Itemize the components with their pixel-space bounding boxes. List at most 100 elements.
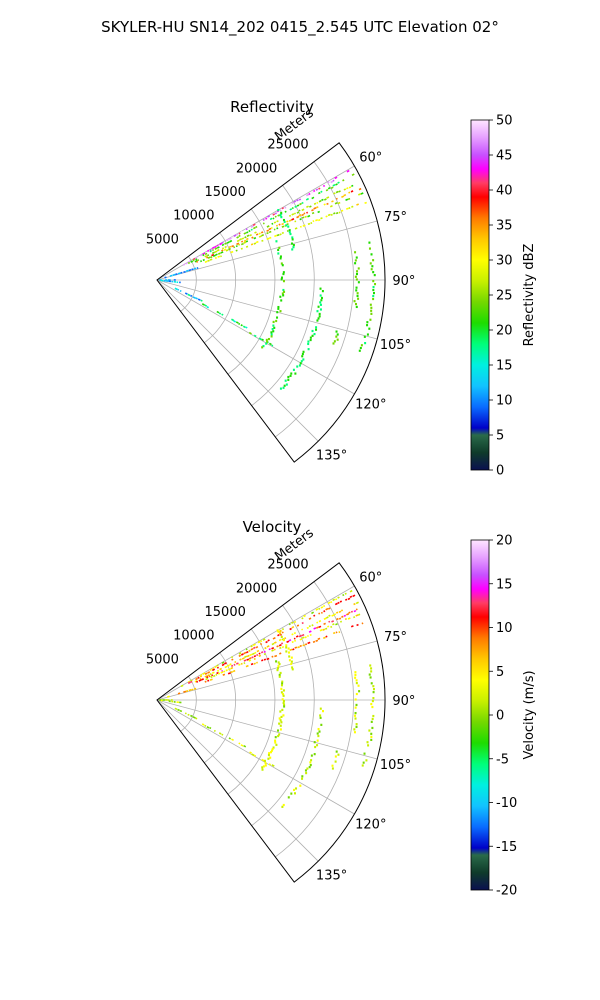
colorbar-tick-label: 5 [496, 429, 504, 444]
range-tick-label: 15000 [205, 605, 246, 620]
radar-echo-arc [261, 660, 286, 771]
radar-echo-arc [358, 241, 377, 352]
range-ring [275, 581, 354, 858]
azimuth-gridline [156, 279, 378, 340]
radar-echo-streak [249, 751, 275, 767]
colorbar-tick-label: -10 [496, 796, 517, 811]
theta-tick-label: 135° [316, 869, 347, 884]
radar-echo-arc [276, 629, 294, 671]
theta-tick-label: 90° [392, 694, 415, 709]
radar-echo-streak [194, 601, 359, 683]
radar-echo-streak [200, 192, 364, 263]
colorbar-tick-label: 15 [496, 577, 513, 592]
azimuth-gridline [156, 699, 319, 862]
theta-tick-label: 75° [384, 630, 407, 645]
colorbar-tick-label: 35 [496, 219, 513, 234]
colorbar-tick-label: 0 [496, 709, 504, 724]
range-ring [275, 161, 354, 438]
range-ring [227, 628, 276, 795]
radar-echo-streak [194, 184, 354, 263]
range-ring [204, 232, 237, 344]
radar-echo-streak [180, 589, 353, 688]
radar-echo-streak [196, 608, 358, 683]
colorbar-tick-label: 10 [496, 621, 513, 636]
radar-echo-streak [201, 723, 247, 748]
colorbar-tick-label: 40 [496, 184, 513, 199]
radar-echo-streak [196, 187, 362, 263]
colorbar-ramp [471, 120, 489, 470]
range-tick-label: 25000 [267, 138, 308, 153]
radar-echo-streak [174, 707, 198, 720]
colorbar-tick-label: 5 [496, 665, 504, 680]
figure-suptitle: SKYLER-HU SN14_202 0415_2.545 UTC Elevat… [101, 18, 499, 37]
radar-echo-streak [201, 303, 248, 329]
sector-frame [156, 562, 386, 883]
radar-echo-streak [164, 267, 199, 279]
radar-echo-streak [204, 622, 364, 683]
range-tick-label: 10000 [173, 209, 214, 224]
radar-echo-streak [182, 169, 350, 266]
panel-title: Velocity [243, 518, 302, 536]
colorbar-label: Velocity (m/s) [522, 670, 537, 759]
colorbar-tick-label: 10 [496, 394, 513, 409]
panel-title: Reflectivity [230, 98, 314, 116]
theta-tick-label: 75° [384, 210, 407, 225]
azimuth-gridline [156, 640, 378, 701]
reflectivity-panel: Reflectivity60°75°90°105°120°135°5000100… [146, 98, 537, 479]
radar-echo-streak [174, 287, 203, 302]
theta-tick-label: 60° [359, 151, 382, 166]
colorbar-tick-label: -15 [496, 840, 517, 855]
colorbar-tick-label: 30 [496, 254, 513, 269]
range-tick-label: 5000 [146, 652, 179, 667]
azimuth-gridline [156, 220, 378, 281]
range-tick-label: 20000 [236, 581, 277, 596]
theta-tick-label: 105° [380, 338, 411, 353]
azimuth-gridline [156, 585, 355, 701]
theta-tick-label: 90° [392, 274, 415, 289]
colorbar: 0 5 10 15 20 25 30 35 40 45 50 Reflectivity dBZ [470, 114, 537, 479]
radar-echo-arc [279, 287, 324, 390]
azimuth-gridline [156, 279, 319, 442]
velocity-panel: Velocity 60° 75° 90° 105° 120° 135° 5000 10000 15… [146, 518, 537, 899]
radar-echo-arc [281, 707, 324, 808]
range-tick-label: 20000 [236, 161, 277, 176]
radar-echo-streak [160, 699, 182, 704]
range-tick-label: 10000 [173, 629, 214, 644]
colorbar-tick-label: -5 [496, 752, 509, 767]
radar-echo-arc [331, 750, 340, 770]
colorbar-ramp [471, 540, 489, 890]
radar-echo-arc [277, 208, 295, 251]
radar-echo-arc [261, 240, 286, 349]
colorbar-tick-label: 15 [496, 359, 513, 374]
theta-tick-label: 60° [359, 571, 382, 586]
colorbar-tick-label: 50 [496, 114, 513, 129]
range-ring [227, 208, 276, 375]
colorbar-tick-label: 20 [496, 324, 513, 339]
theta-tick-label: 120° [355, 817, 386, 832]
range-tick-label: 5000 [146, 232, 179, 247]
colorbar-tick-label: -20 [496, 884, 517, 899]
theta-tick-label: 120° [355, 397, 386, 412]
radar-echo-streak [160, 279, 181, 284]
radar-echo-arc [361, 664, 375, 767]
colorbar-tick-label: 20 [496, 534, 513, 549]
colorbar-tick-label: 45 [496, 149, 513, 164]
range-tick-label: 25000 [267, 558, 308, 573]
radar-echo-arc [353, 671, 361, 734]
radar-echo-streak [205, 613, 361, 681]
azimuth-gridline [156, 699, 355, 815]
colorbar-tick-label: 25 [496, 289, 513, 304]
radar-echo-streak [187, 594, 356, 685]
range-ring [251, 605, 315, 826]
theta-tick-label: 105° [380, 758, 411, 773]
radar-echo-streak [167, 687, 197, 698]
azimuth-gridline [156, 699, 378, 760]
colorbar-label: Reflectivity dBZ [522, 244, 537, 347]
sector-frame [156, 142, 386, 463]
radar-echo-arc [332, 330, 339, 345]
radar-echo-streak [248, 331, 274, 347]
radar-echo-streak [204, 201, 367, 263]
range-tick-label: 15000 [205, 185, 246, 200]
radar-echo-streak [187, 173, 355, 265]
